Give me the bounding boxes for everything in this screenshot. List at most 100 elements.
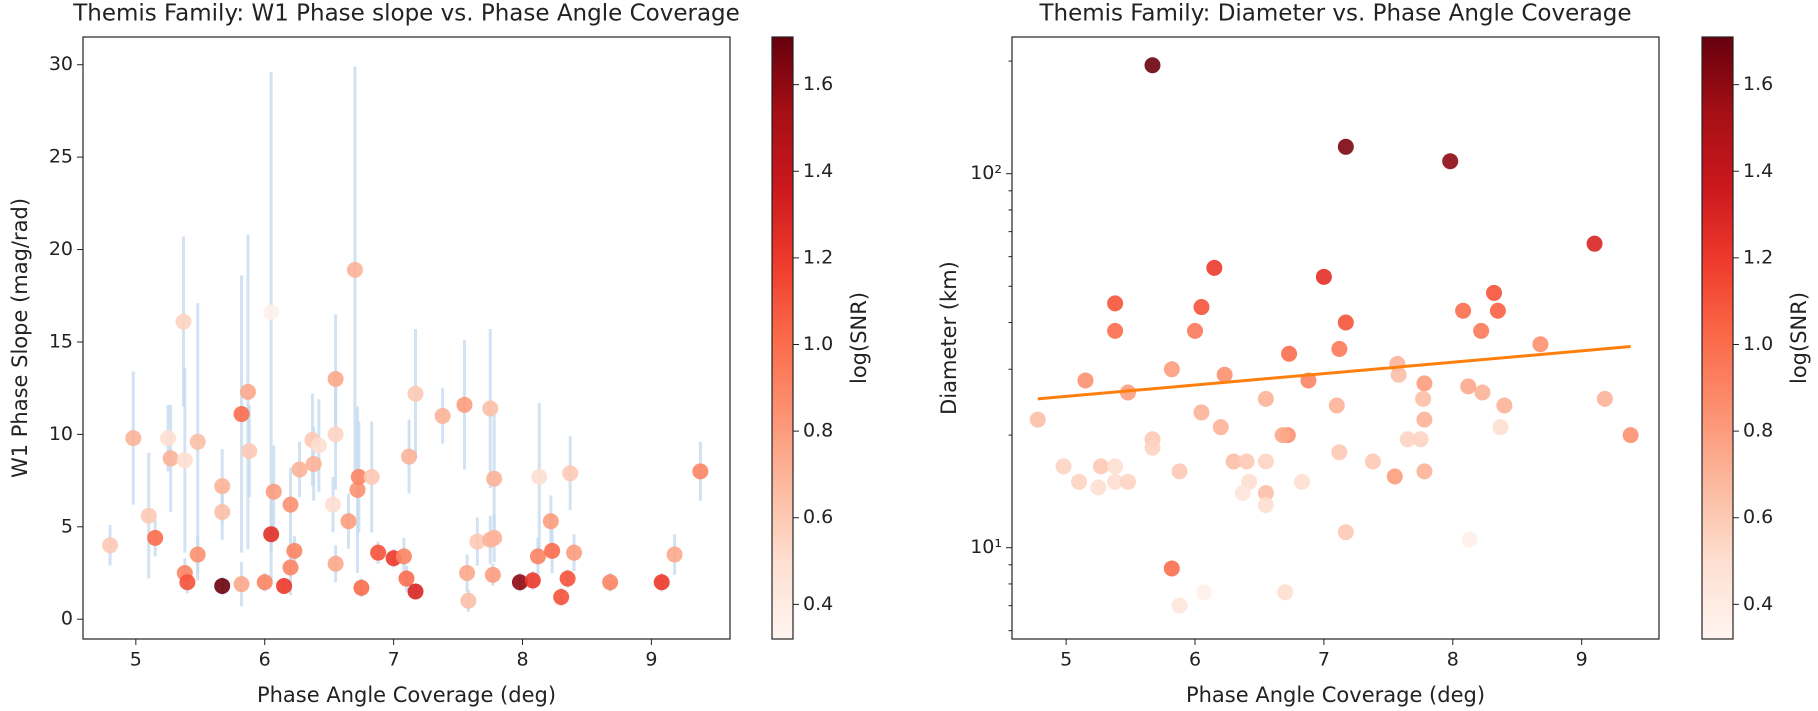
x-tick-label: 5 [1060,649,1072,671]
point [395,548,412,565]
point [1416,463,1433,480]
point [1415,390,1432,407]
point [1455,302,1472,319]
point [1474,384,1491,401]
point [1486,284,1503,301]
point [263,526,280,543]
point [1492,419,1509,436]
colorbar-label: log(SNR) [847,292,871,384]
point [286,542,303,559]
point [305,455,322,472]
colorbar-tick-label: 1.2 [803,246,833,268]
point [692,463,709,480]
point [1416,375,1433,392]
x-axis-label: Phase Angle Coverage (deg) [1186,683,1485,707]
point [1071,473,1088,490]
point [353,579,370,596]
point [1187,322,1204,339]
x-tick-label: 8 [1447,649,1459,671]
point [233,406,250,423]
colorbar-tick-label: 0.8 [1743,420,1773,442]
x-tick-label: 5 [130,649,142,671]
point [175,313,192,330]
colorbar [771,36,794,640]
point [1077,372,1094,389]
point [1257,485,1274,502]
point [653,574,670,591]
point [214,577,231,594]
point [434,407,451,424]
point [162,450,179,467]
point [160,430,177,447]
point [1196,584,1213,601]
point [1257,453,1274,470]
point [1416,411,1433,428]
point [1107,473,1124,490]
point [1461,531,1478,548]
y-tick-label: 10 [49,423,73,445]
colorbar-tick-label: 1.0 [1743,333,1773,355]
colorbar [1701,36,1734,640]
point [1090,479,1107,496]
point [1277,584,1294,601]
point [1107,322,1124,339]
point [1364,453,1381,470]
point [363,468,380,485]
point [456,396,473,413]
point [1586,235,1603,252]
plot-area [1029,57,1639,614]
y-tick-label: 5 [61,515,73,537]
point [486,529,503,546]
point [542,513,559,530]
point [1293,473,1310,490]
point [327,555,344,572]
colorbar-tick-label: 1.6 [803,73,833,95]
point [256,574,273,591]
x-axis-label: Phase Angle Coverage (deg) [257,683,556,707]
x-tick-label: 7 [1318,649,1330,671]
point [1337,524,1354,541]
point [325,496,342,513]
point [349,481,366,498]
axes-frame [1011,36,1660,640]
point [265,483,282,500]
point [566,544,583,561]
point [189,546,206,563]
point [1206,259,1223,276]
y-axis-label: W1 Phase Slope (mag/rad) [8,198,32,478]
point [407,583,424,600]
y-tick-label: 10¹ [970,536,1002,558]
point [544,542,561,559]
point [1225,453,1242,470]
y-tick-label: 10² [970,162,1002,184]
point [1496,397,1513,414]
point [1055,458,1072,475]
colorbar-tick-label: 1.0 [803,333,833,355]
x-tick-label: 8 [516,649,528,671]
x-tick-label: 9 [1576,649,1588,671]
point [1386,468,1403,485]
point [189,433,206,450]
point [346,261,363,278]
point [1171,463,1188,480]
point [1193,299,1210,316]
y-tick-label: 15 [49,330,73,352]
point [1328,397,1345,414]
point [1107,295,1124,312]
x-tick-label: 7 [388,649,400,671]
point [147,529,164,546]
point [1163,361,1180,378]
point [1216,366,1233,383]
point [1281,345,1298,362]
x-tick-label: 6 [1189,649,1201,671]
point [1234,485,1251,502]
point [327,426,344,443]
y-tick-label: 0 [61,608,73,630]
point [327,370,344,387]
point [1390,366,1407,383]
point [1171,597,1188,614]
y-axis-label: Diameter (km) [937,261,961,415]
point [1092,458,1109,475]
point [1399,431,1416,448]
point [407,385,424,402]
